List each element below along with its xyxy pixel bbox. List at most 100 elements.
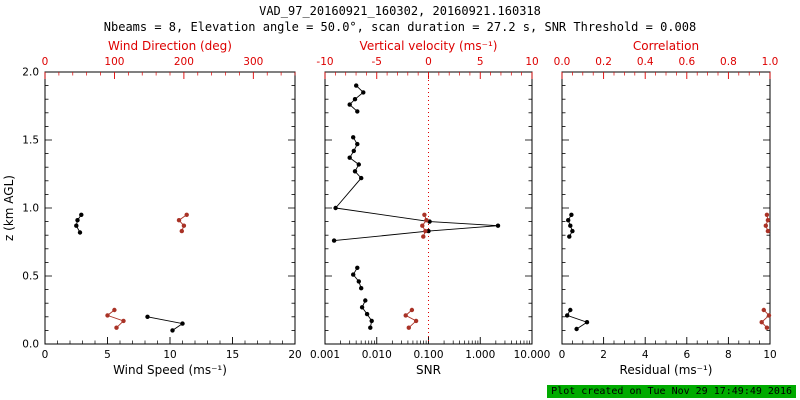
data-point-snr [347,155,352,160]
top-tick-label: 300 [243,56,263,68]
top-tick-label: 0.6 [678,56,695,68]
y-tick-label: 0.0 [22,339,39,351]
data-point-correlation [765,218,771,223]
data-point-snr [355,109,360,114]
data-point-residual [568,307,573,313]
bottom-tick-label: 15 [226,349,239,361]
data-point-snr [333,205,338,211]
page-subtitle: Nbeams = 8, Elevation angle = 50.0°, sca… [103,20,697,34]
bottom-tick-label: 0 [42,349,49,361]
data-point-snr [351,148,356,154]
data-point-correlation [764,212,770,217]
data-point-correlation [761,307,766,313]
y-tick-label: 1.5 [22,135,39,147]
data-point-wind-direction [176,218,182,223]
top-tick-label: 200 [174,56,194,68]
data-point-vertical-velocity [424,218,429,223]
data-line-wind-speed [75,214,82,233]
data-point-wind-speed [75,218,80,223]
data-point-residual [568,223,573,228]
data-point-snr [352,97,358,102]
data-line-wind-speed [147,316,184,331]
data-point-vertical-velocity [413,318,419,324]
data-point-vertical-velocity [403,313,408,318]
bottom-tick-label: 20 [288,349,301,361]
top-tick-label: 0.4 [637,56,654,68]
bottom-axis-label-snr: SNR [416,363,441,377]
data-point-snr [352,169,358,174]
data-point-snr [369,318,374,324]
data-point-wind-speed [74,223,79,228]
data-point-wind-speed [77,230,83,235]
top-tick-label: 0.2 [595,56,612,68]
y-axis-label: z (km AGL) [2,175,16,241]
top-axis-label-snr: Vertical velocity (ms⁻¹) [360,39,498,53]
y-tick-label: 1.0 [22,203,39,215]
data-point-wind-speed [180,321,185,326]
bottom-axis-label-wind: Wind Speed (ms⁻¹) [113,363,227,377]
data-point-snr [351,135,356,140]
data-point-wind-direction [179,228,184,234]
data-point-correlation [763,223,768,228]
data-point-correlation [766,313,772,318]
bottom-tick-label: 8 [725,349,732,361]
data-point-vertical-velocity [422,212,427,217]
data-line-vertical-velocity [404,309,417,329]
data-point-snr [363,298,368,303]
bottom-axis-label-residual: Residual (ms⁻¹) [620,363,713,377]
data-line-residual [566,309,589,330]
top-tick-label: 0.0 [554,56,571,68]
data-point-vertical-velocity [423,228,428,234]
data-point-snr [359,286,364,291]
data-point-wind-speed [79,212,84,217]
y-tick-label: 0.5 [22,271,39,283]
data-point-snr [356,279,361,284]
top-tick-label: -10 [316,56,333,68]
data-point-residual [565,313,570,318]
page-title: VAD_97_20160921_160302, 20160921.160318 [259,4,541,18]
bottom-tick-label: 1.000 [465,349,495,361]
bottom-tick-label: 5 [104,349,111,361]
top-tick-label: 10 [525,56,538,68]
data-point-residual [570,228,575,234]
bottom-tick-label: 2 [600,349,607,361]
data-line-snr [334,137,499,242]
data-point-snr [359,305,365,310]
data-point-snr [361,90,366,95]
data-point-snr [426,228,431,234]
data-point-snr [355,265,360,270]
data-line-correlation [765,214,769,232]
data-point-snr [364,311,370,317]
data-point-correlation [764,325,770,330]
bottom-tick-label: 0.001 [310,349,340,361]
data-point-wind-direction [181,223,187,228]
top-tick-label: 100 [104,56,124,68]
top-tick-label: 0 [425,56,432,68]
data-point-vertical-velocity [406,325,411,330]
data-point-snr [355,141,360,147]
data-point-wind-direction [105,313,110,318]
data-point-correlation [759,320,764,325]
data-point-residual [567,234,572,239]
data-point-snr [351,272,356,277]
top-tick-label: -5 [372,56,382,68]
top-tick-label: 1.0 [762,56,779,68]
data-line-wind-direction [178,214,187,232]
top-tick-label: 5 [477,56,484,68]
data-point-wind-speed [170,328,175,333]
data-point-residual [569,212,574,217]
bottom-tick-label: 0.100 [413,349,443,361]
data-point-vertical-velocity [420,223,425,228]
data-line-correlation [761,309,770,329]
data-point-wind-direction [121,318,126,324]
data-point-vertical-velocity [409,307,415,313]
top-tick-label: 0.8 [720,56,737,68]
data-point-snr [495,223,501,228]
y-tick-label: 2.0 [22,67,39,79]
data-line-wind-direction [106,309,125,329]
panel-frame-wind [44,71,296,345]
data-point-snr [368,325,373,330]
data-point-snr [354,83,359,88]
data-point-residual [584,320,590,325]
data-point-snr [331,238,337,243]
